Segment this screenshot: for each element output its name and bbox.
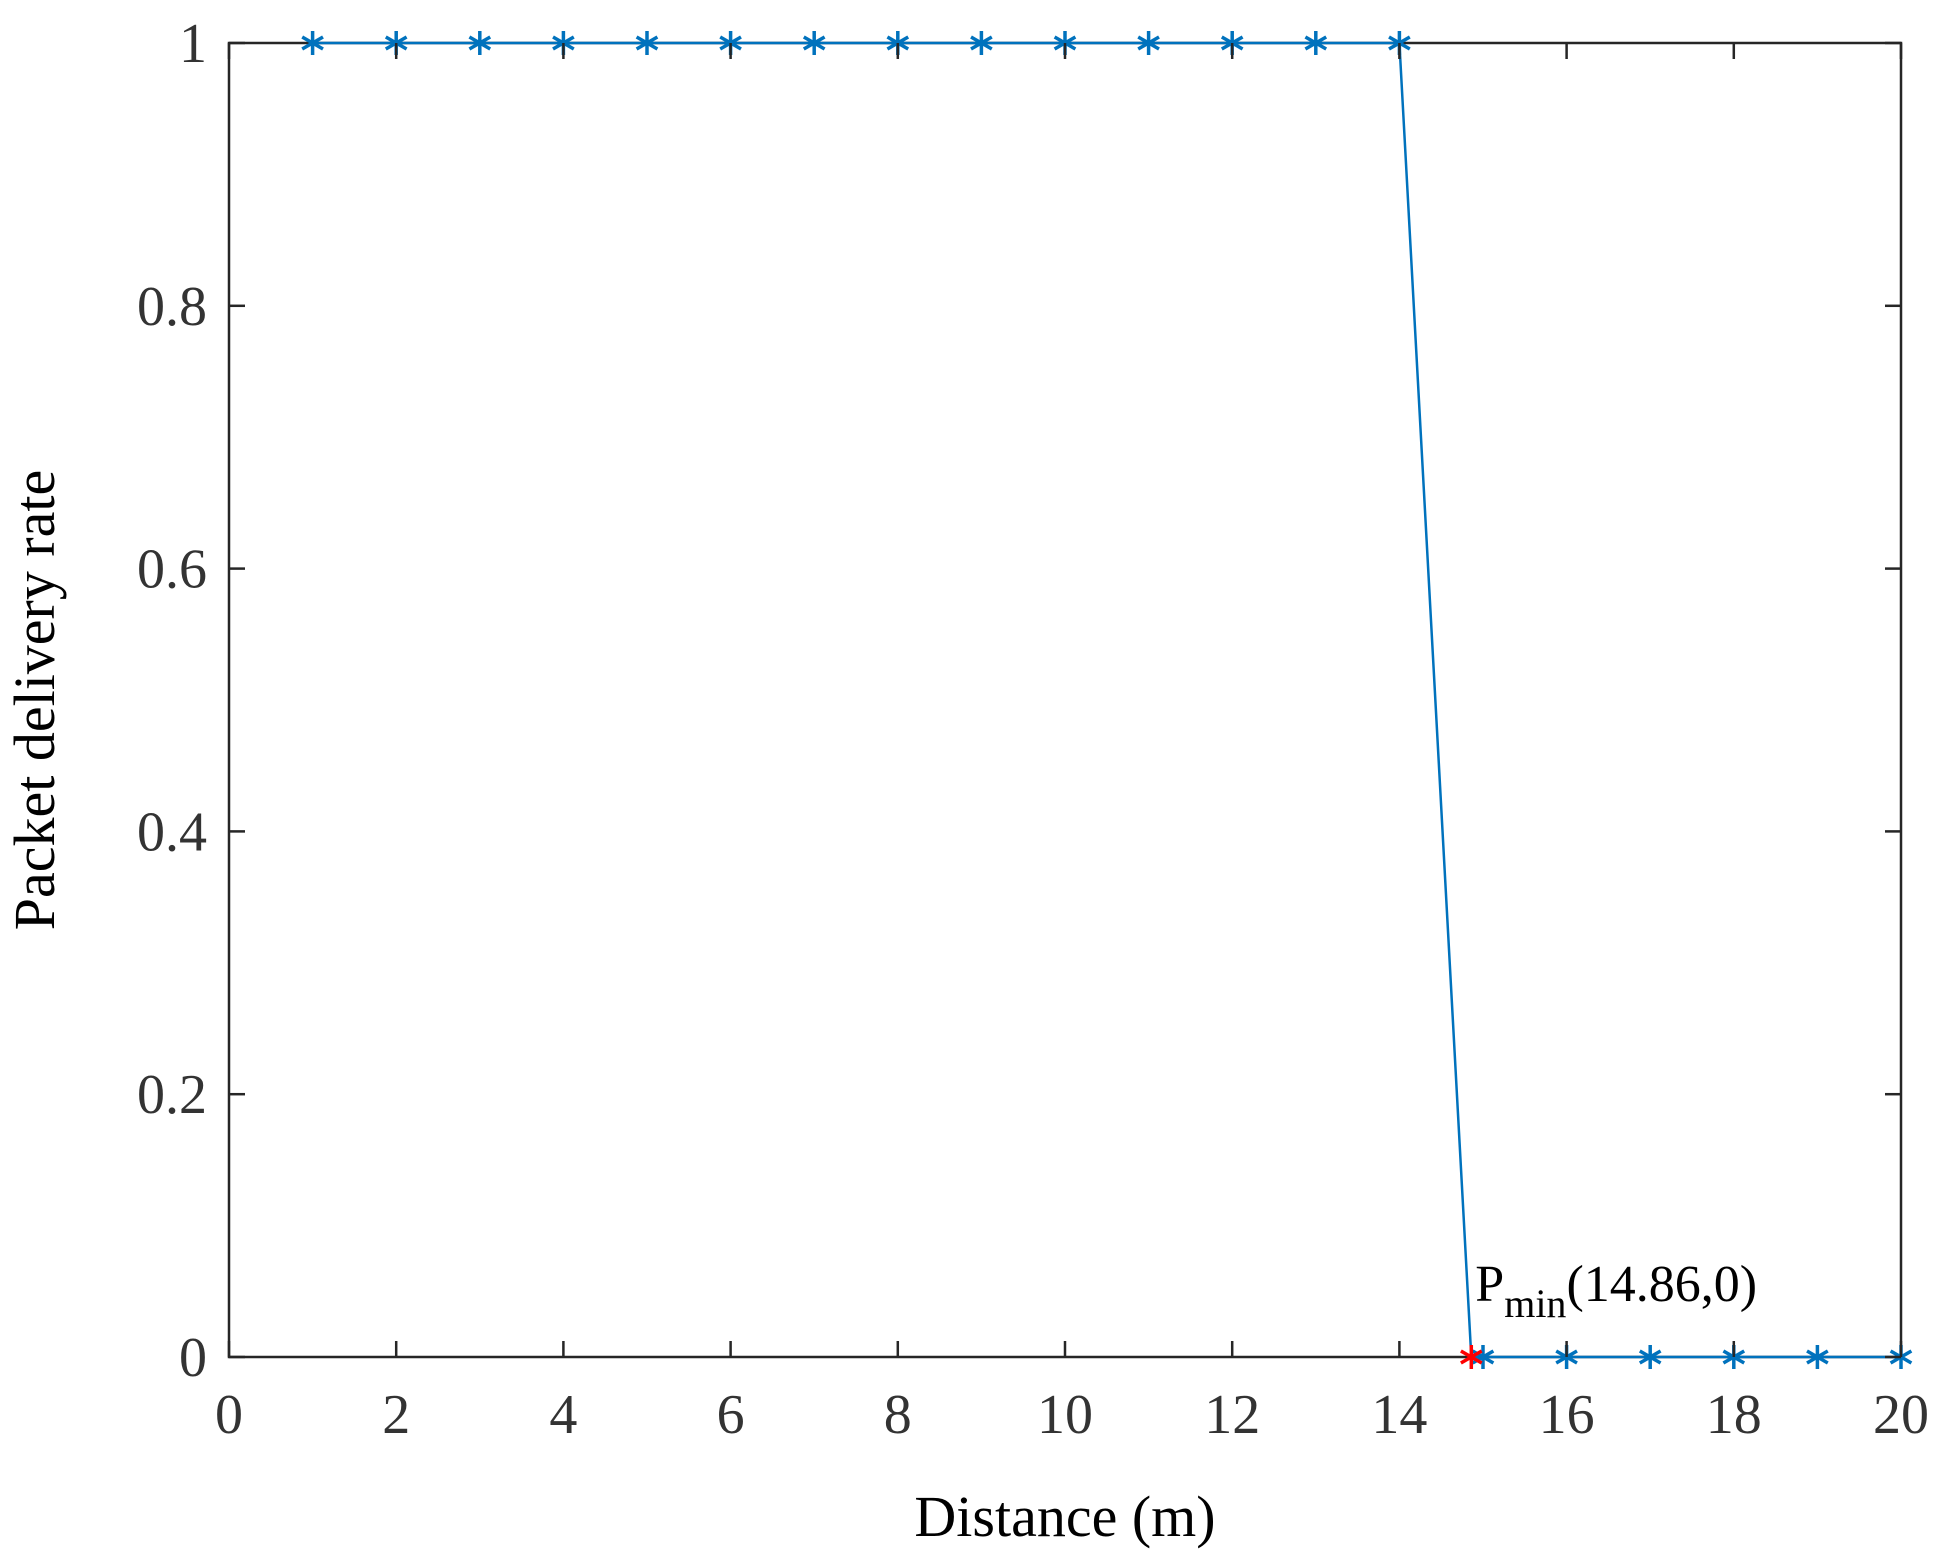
x-tick-label: 4 — [549, 1384, 577, 1446]
x-axis-title: Distance (m) — [914, 1484, 1215, 1549]
annotation-subscript: min — [1504, 1281, 1566, 1326]
data-point-marker — [802, 31, 826, 55]
x-tick-label: 14 — [1371, 1384, 1427, 1446]
y-tick-label: 0.6 — [137, 539, 207, 601]
y-tick-label: 0.8 — [137, 276, 207, 338]
x-tick-label: 6 — [717, 1384, 745, 1446]
plot-area — [227, 41, 1903, 1359]
y-tick-label: 0.2 — [137, 1064, 207, 1126]
x-tick-label: 16 — [1539, 1384, 1595, 1446]
axes-box — [227, 41, 1903, 1359]
data-point-marker — [1806, 1345, 1829, 1369]
marker-stroke — [468, 35, 492, 51]
x-tick-label: 10 — [1037, 1384, 1093, 1446]
y-tick-label: 0 — [179, 1327, 207, 1389]
data-point-marker — [1304, 31, 1328, 55]
highlight-point-label: Pmin(14.86,0) — [1475, 1256, 1757, 1326]
data-point-marker — [970, 31, 993, 55]
data-point-marker — [635, 31, 659, 55]
highlight-point-marker — [1460, 1345, 1483, 1369]
annotation-main: P — [1475, 1256, 1504, 1313]
x-tick-label: 12 — [1204, 1384, 1260, 1446]
y-axis-title: Packet delivery rate — [2, 470, 67, 931]
marker-stroke — [1304, 35, 1328, 51]
data-point-marker — [468, 31, 492, 55]
marker-stroke — [1460, 1349, 1483, 1365]
series-layer — [301, 31, 1913, 1369]
marker-stroke — [802, 35, 826, 51]
data-point-marker — [1638, 1345, 1662, 1369]
y-tick-label: 1 — [179, 13, 207, 75]
x-tick-label: 18 — [1706, 1384, 1762, 1446]
x-tick-label: 2 — [382, 1384, 410, 1446]
marker-stroke — [1137, 35, 1160, 51]
y-axis-ticks: 0 0.2 0.4 0.6 0.8 1 — [137, 13, 1901, 1389]
y-tick-label: 0.4 — [137, 801, 207, 863]
annotation-coords: (14.86,0) — [1566, 1256, 1757, 1313]
data-point-marker — [1137, 31, 1160, 55]
marker-stroke — [970, 35, 993, 51]
x-tick-label: 0 — [215, 1384, 243, 1446]
x-tick-label: 20 — [1873, 1384, 1929, 1446]
series-line — [312, 41, 1901, 1359]
marker-stroke — [635, 35, 659, 51]
marker-stroke — [301, 35, 324, 51]
x-axis-ticks: 0 2 4 6 8 10 12 14 16 18 20 — [215, 43, 1929, 1446]
marker-stroke — [1638, 1349, 1662, 1365]
x-tick-label: 8 — [884, 1384, 912, 1446]
data-point-marker — [301, 31, 324, 55]
marker-stroke — [1806, 1349, 1829, 1365]
